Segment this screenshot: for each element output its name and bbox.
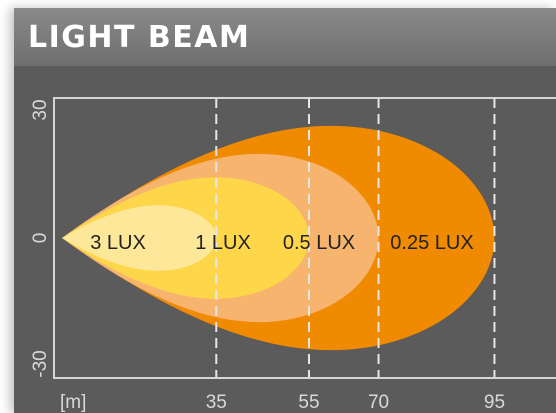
y-tick-label-0: 0 bbox=[30, 233, 51, 244]
light-beam-panel: LIGHT BEAM 3 LUX 1 LUX 0.5 LUX 0.25 LUX … bbox=[14, 8, 556, 413]
x-tick-label-55: 55 bbox=[298, 392, 319, 413]
zone-label-0.5-lux: 0.5 LUX bbox=[283, 232, 355, 254]
y-tick-label-30: 30 bbox=[30, 99, 51, 120]
beam-zones bbox=[62, 125, 495, 351]
zone-label-3-lux: 3 LUX bbox=[90, 232, 146, 254]
y-tick-label--30: -30 bbox=[30, 350, 51, 377]
zone-label-0.25-lux: 0.25 LUX bbox=[390, 232, 473, 254]
x-axis-unit-label: [m] bbox=[60, 392, 86, 413]
x-tick-label-95: 95 bbox=[484, 392, 505, 413]
zone-labels: 3 LUX 1 LUX 0.5 LUX 0.25 LUX bbox=[90, 232, 473, 254]
x-tick-label-35: 35 bbox=[206, 392, 227, 413]
x-tick-label-70: 70 bbox=[368, 392, 389, 413]
beam-chart: 3 LUX 1 LUX 0.5 LUX 0.25 LUX [m] 35 55 70 9… bbox=[30, 97, 556, 413]
y-axis: 30 0 -30 bbox=[30, 99, 51, 377]
zone-3-lux bbox=[62, 205, 217, 271]
x-axis: [m] 35 55 70 95 bbox=[60, 392, 505, 413]
chart-title: LIGHT BEAM bbox=[28, 20, 251, 55]
plot-border bbox=[53, 97, 556, 379]
zone-label-1-lux: 1 LUX bbox=[195, 232, 251, 254]
header-bar: LIGHT BEAM bbox=[14, 8, 556, 66]
gridlines bbox=[215, 98, 496, 378]
